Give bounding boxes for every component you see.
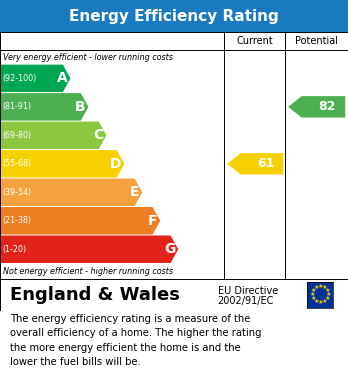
- Text: D: D: [110, 157, 121, 171]
- Text: ★: ★: [325, 292, 331, 297]
- Text: Energy Efficiency Rating: Energy Efficiency Rating: [69, 9, 279, 23]
- Text: EU Directive: EU Directive: [218, 286, 278, 296]
- Text: 82: 82: [318, 100, 336, 113]
- Polygon shape: [1, 93, 88, 120]
- Text: A: A: [57, 72, 68, 85]
- Text: ★: ★: [310, 296, 316, 301]
- Text: ★: ★: [313, 285, 319, 291]
- Text: ★: ★: [313, 299, 319, 304]
- Polygon shape: [1, 179, 142, 206]
- Text: 61: 61: [257, 157, 274, 170]
- Text: E: E: [130, 185, 140, 199]
- Text: (69-80): (69-80): [3, 131, 32, 140]
- Text: (55-68): (55-68): [3, 159, 32, 168]
- Text: F: F: [148, 214, 158, 228]
- Polygon shape: [227, 153, 283, 174]
- Text: (92-100): (92-100): [3, 74, 37, 83]
- Polygon shape: [288, 96, 345, 118]
- Text: ★: ★: [324, 296, 330, 301]
- Text: (21-38): (21-38): [3, 216, 32, 225]
- Text: The energy efficiency rating is a measure of the
overall efficiency of a home. T: The energy efficiency rating is a measur…: [10, 314, 262, 367]
- Text: ★: ★: [324, 288, 330, 293]
- Text: ★: ★: [309, 292, 315, 297]
- Polygon shape: [1, 235, 178, 263]
- Polygon shape: [1, 122, 106, 149]
- Text: G: G: [164, 242, 175, 256]
- Text: ★: ★: [310, 288, 316, 293]
- Text: Very energy efficient - lower running costs: Very energy efficient - lower running co…: [3, 53, 173, 62]
- Text: ★: ★: [317, 284, 323, 289]
- Text: ★: ★: [321, 299, 327, 304]
- Text: ★: ★: [321, 285, 327, 291]
- Polygon shape: [1, 65, 71, 92]
- Text: Not energy efficient - higher running costs: Not energy efficient - higher running co…: [3, 267, 174, 276]
- Text: B: B: [75, 100, 86, 114]
- Text: Potential: Potential: [295, 36, 338, 46]
- Text: Current: Current: [237, 36, 273, 46]
- Text: C: C: [93, 128, 104, 142]
- Text: (81-91): (81-91): [3, 102, 32, 111]
- Text: (39-54): (39-54): [3, 188, 32, 197]
- Text: England & Wales: England & Wales: [10, 286, 180, 304]
- Polygon shape: [1, 150, 124, 178]
- Text: 2002/91/EC: 2002/91/EC: [218, 296, 274, 306]
- Text: ★: ★: [317, 300, 323, 305]
- Polygon shape: [1, 207, 160, 235]
- Text: (1-20): (1-20): [3, 245, 27, 254]
